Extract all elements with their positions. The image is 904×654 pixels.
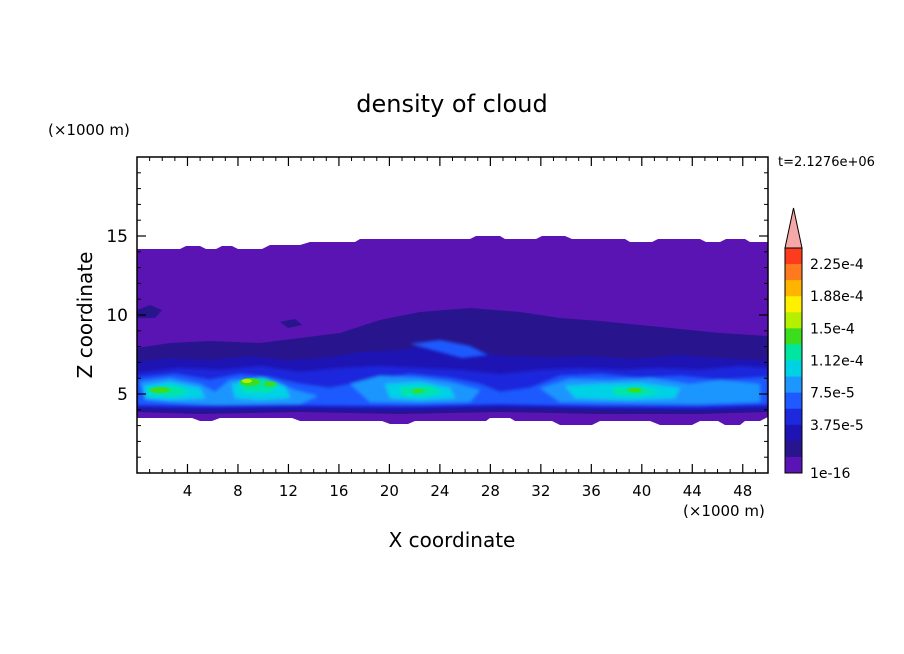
chart-title: density of cloud xyxy=(356,90,547,118)
x-tick-label: 8 xyxy=(233,482,243,500)
x-tick-label: 4 xyxy=(183,482,193,500)
colorbar-frame xyxy=(784,247,803,474)
x-tick-label: 20 xyxy=(380,482,399,500)
colorbar-segment xyxy=(785,248,802,265)
colorbar-segment xyxy=(785,440,802,458)
colorbar-segment xyxy=(785,296,802,313)
x-tick-label: 40 xyxy=(632,482,651,500)
contour-field xyxy=(137,236,768,425)
colorbar-segment xyxy=(785,280,802,297)
colorbar-segment xyxy=(785,376,802,394)
colorbar-segment xyxy=(785,264,802,281)
colorbar-segment xyxy=(785,312,802,329)
x-tick-label: 28 xyxy=(481,482,500,500)
colorbar-label: 1.12e-4 xyxy=(810,354,864,370)
x-axis-ticks: 4 8 12 16 20 24 28 32 36 40 44 48 xyxy=(149,157,756,500)
y-tick-label: 10 xyxy=(106,306,128,326)
y-tick-label: 15 xyxy=(106,227,128,247)
y-tick-label: 5 xyxy=(117,385,128,405)
colorbar-segment xyxy=(785,424,802,442)
y-axis-title: Z coordinate xyxy=(73,252,97,379)
colorbar-segment xyxy=(785,456,802,474)
colorbar: 2.25e-4 1.88e-4 1.5e-4 1.12e-4 7.5e-5 3.75e-5… xyxy=(784,207,864,482)
colorbar-segment xyxy=(785,360,802,378)
colorbar-label: 1.5e-4 xyxy=(810,321,855,337)
y-unit-label: (×1000 m) xyxy=(48,121,130,139)
x-tick-label: 44 xyxy=(683,482,702,500)
x-tick-label: 48 xyxy=(733,482,752,500)
x-axis-title: X coordinate xyxy=(389,528,516,552)
x-tick-label: 32 xyxy=(531,482,550,500)
x-tick-label: 36 xyxy=(582,482,601,500)
x-tick-label: 16 xyxy=(329,482,348,500)
colorbar-segment xyxy=(785,392,802,410)
colorbar-extend-arrow xyxy=(784,207,803,249)
colorbar-segment xyxy=(785,328,802,345)
colorbar-label: 7.5e-5 xyxy=(810,386,855,402)
time-label: t=2.1276e+06 xyxy=(778,155,875,170)
colorbar-segment xyxy=(785,344,802,361)
x-tick-label: 24 xyxy=(430,482,449,500)
colorbar-segment xyxy=(785,408,802,426)
colorbar-label: 2.25e-4 xyxy=(810,257,864,273)
colorbar-label: 1e-16 xyxy=(810,466,850,482)
x-tick-label: 12 xyxy=(279,482,298,500)
colorbar-label: 1.88e-4 xyxy=(810,289,864,305)
y-axis-ticks: 5 10 15 xyxy=(106,172,768,458)
colorbar-label: 3.75e-5 xyxy=(810,418,864,434)
x-unit-label: (×1000 m) xyxy=(683,502,765,520)
